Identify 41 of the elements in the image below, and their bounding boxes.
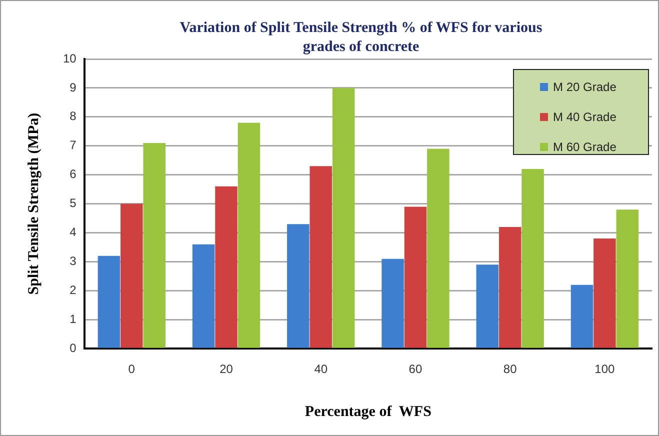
bar [332,88,355,348]
y-tick-label: 6 [70,167,77,182]
bar [382,258,404,348]
bar [287,224,310,348]
x-tick-label: 80 [503,362,518,376]
y-tick-label: 4 [70,225,77,240]
bar [427,148,450,348]
bar [522,169,544,348]
bar [215,186,238,348]
bar [498,226,522,348]
y-tick-label: 10 [62,51,77,66]
y-tick-label: 1 [70,312,77,326]
x-tick-label: 60 [408,362,422,376]
bar [143,142,166,348]
x-tick-label: 40 [314,362,328,376]
y-tick-label: 8 [70,109,77,124]
y-axis-title: Split Tensile Strength (MPa) [26,112,42,295]
x-tick-label: 100 [594,362,616,376]
y-tick-label: 9 [70,80,77,94]
bar [192,244,215,348]
bar [616,210,639,348]
bar [238,122,260,348]
bar [404,206,427,348]
x-tick-label: 20 [220,362,234,376]
bar [120,204,143,348]
y-tick-label: 0 [70,340,77,355]
y-tick-label: 5 [70,196,77,210]
bar [476,264,499,348]
y-tick-label: 7 [70,138,77,152]
x-axis-title: Percentage of WFS [304,404,432,420]
bar [98,256,120,348]
x-tick-label: 0 [128,362,136,376]
chart-title: Variation of Split Tensile Strength % of WFS for various grades of concrete [178,19,544,57]
bar [310,166,332,348]
y-tick-label: 3 [70,254,77,268]
legend-label: M 20 Grade [553,80,616,94]
bar [570,284,594,348]
y-tick-label: 2 [70,282,77,297]
bar [594,238,616,348]
legend-label: M 60 Grade [553,140,616,154]
legend-label: M 40 Grade [553,110,616,124]
